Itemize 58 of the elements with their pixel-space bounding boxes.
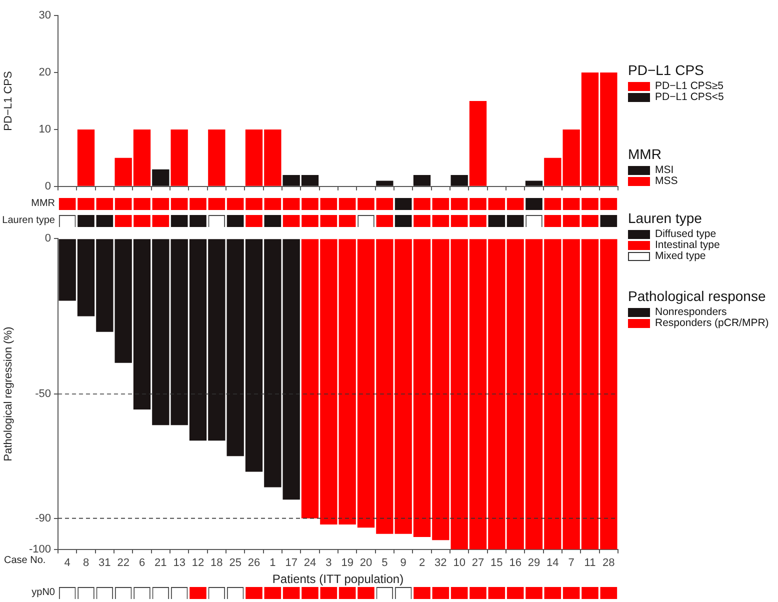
- x-tick-label: 25: [229, 557, 242, 570]
- y-tick-label: 10: [38, 124, 51, 136]
- x-tick-label: 11: [584, 557, 596, 570]
- x-tick-label: 26: [248, 557, 260, 570]
- y-tick-label: 0: [44, 232, 51, 245]
- x-tick-label: 7: [568, 557, 574, 570]
- y-axis-title: Pathological regression (%): [2, 326, 15, 462]
- x-tick-label: 27: [472, 557, 484, 570]
- legend-title: PD−L1 CPS: [628, 62, 705, 78]
- x-tick-label: 24: [304, 557, 316, 570]
- y-tick-label: -50: [35, 388, 51, 400]
- x-tick-label: 31: [98, 557, 111, 570]
- x-tick-label: 32: [434, 557, 447, 570]
- y-axis-title: ypN0: [32, 586, 55, 600]
- x-tick-label: 9: [400, 557, 406, 570]
- x-tick-label: 28: [602, 557, 615, 570]
- legend-label: Diffused type: [655, 228, 716, 240]
- x-tick-label: 8: [82, 557, 90, 570]
- x-tick-label: 3: [326, 557, 332, 570]
- x-tick-label: 16: [509, 557, 522, 570]
- y-tick-label: 0: [44, 180, 51, 192]
- text: Responders (pCR/MPR): [655, 317, 769, 329]
- y-tick-label: -100: [28, 543, 51, 556]
- text: Nonresponders: [655, 306, 727, 318]
- x-tick-label: 6: [138, 557, 146, 570]
- legend-title: Pathological response: [628, 288, 767, 304]
- legend-label: Mixed type: [655, 250, 706, 262]
- x-tick-label: 13: [173, 557, 186, 570]
- x-tick-label: 20: [360, 557, 372, 570]
- x-tick-label: 18: [210, 557, 223, 570]
- y-axis-title: PD−L1 CPS: [2, 71, 15, 131]
- legend-title: Lauren type: [628, 210, 703, 226]
- x-tick-label: 17: [285, 557, 298, 570]
- x-tick-label: 19: [341, 557, 354, 570]
- x-tick-label: 12: [192, 557, 204, 570]
- x-tick-label: 10: [453, 557, 466, 570]
- y-tick-label: -90: [35, 512, 51, 524]
- y-axis-title: MMR: [31, 197, 55, 211]
- x-tick-label: 14: [546, 557, 559, 570]
- x-axis-title: Patients (ITT population): [272, 572, 404, 586]
- legend-label: PD−L1 CPS≥5: [655, 80, 724, 92]
- y-axis-title: Lauren type: [2, 214, 55, 228]
- legend-label: PD−L1 CPS<5: [655, 91, 724, 103]
- x-tick-label: 4: [64, 557, 70, 570]
- text: Case No.: [4, 555, 46, 566]
- x-tick-label: 22: [117, 557, 130, 570]
- text: MSS: [655, 175, 678, 187]
- x-tick-label: 29: [528, 557, 540, 570]
- y-tick-label: 20: [38, 66, 51, 79]
- x-tick-label: 21: [154, 557, 167, 570]
- x-tick-label: 15: [490, 557, 503, 570]
- x-tick-label: 2: [418, 557, 426, 570]
- legend-label: Intestinal type: [655, 239, 720, 251]
- legend-title: MMR: [628, 146, 662, 162]
- y-tick-label: 30: [38, 10, 51, 22]
- x-tick-label: 1: [270, 557, 276, 570]
- x-tick-label: 5: [382, 557, 388, 570]
- text: MSI: [655, 164, 674, 176]
